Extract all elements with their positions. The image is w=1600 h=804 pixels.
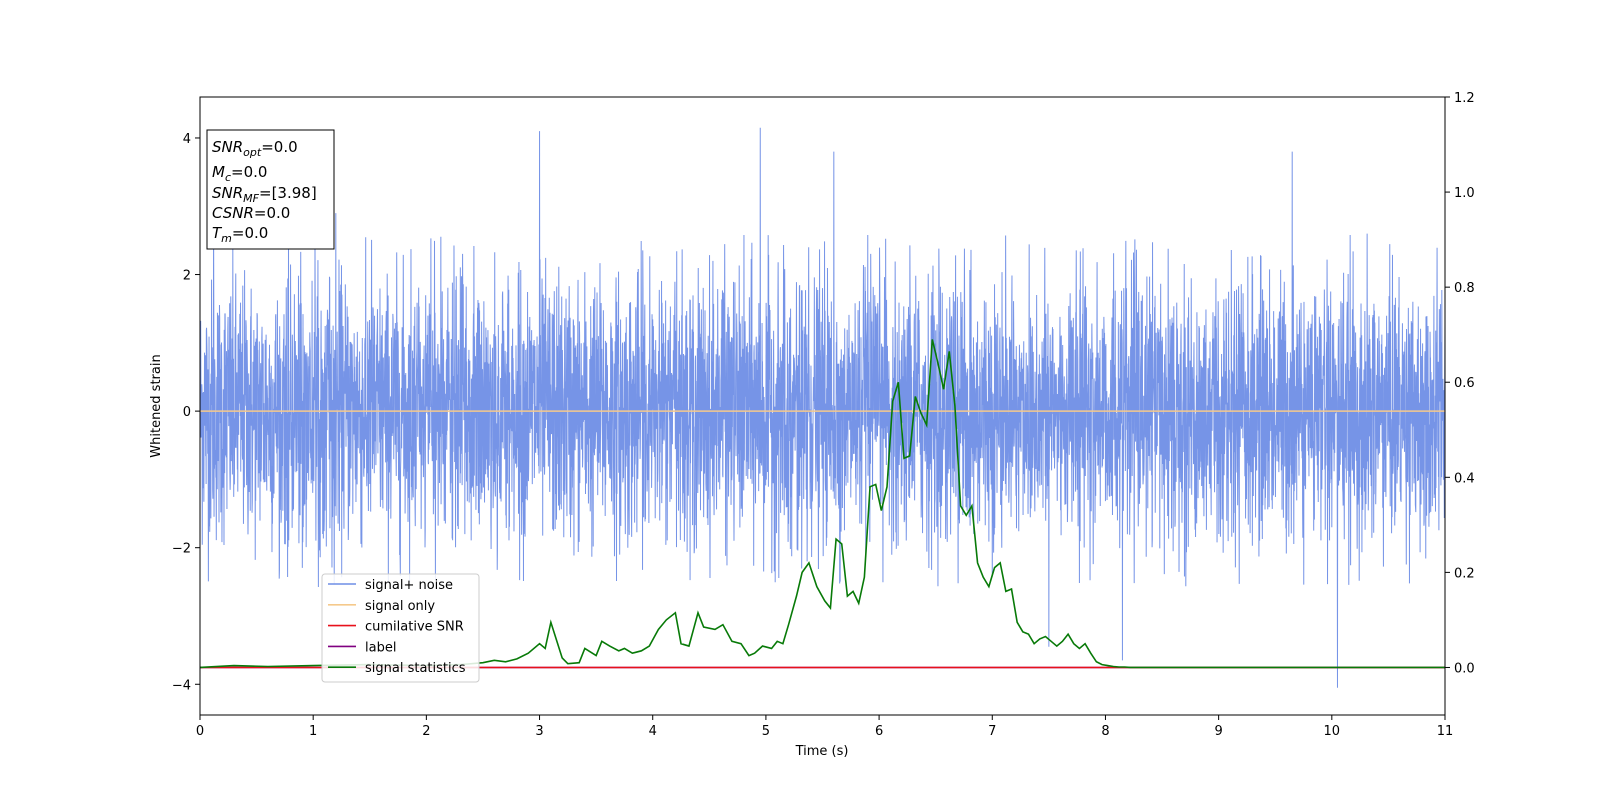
y2-tick-label: 1.2 [1454, 91, 1475, 106]
stats-line-snr-opt: SNRopt=0.0 [212, 138, 298, 159]
x-tick-label: 7 [988, 724, 996, 739]
x-tick-label: 10 [1324, 724, 1341, 739]
legend-label: cumilative SNR [365, 620, 464, 635]
stats-box [206, 129, 335, 250]
stats-line-tm: Tm=0.0 [212, 224, 268, 245]
y-axis-left: 4 2 0 −2 −4 [172, 132, 200, 693]
x-tick-label: 6 [875, 724, 883, 739]
signal-noise-series [200, 127, 1445, 688]
x-tick-label: 8 [1101, 724, 1109, 739]
x-tick-label: 5 [762, 724, 770, 739]
stats-line-csnr: CSNR=0.0 [212, 204, 290, 222]
x-axis: 0 1 2 3 4 5 6 7 8 9 10 11 [196, 715, 1453, 739]
y2-tick-label: 0.2 [1454, 566, 1475, 581]
y2-tick-label: 0.0 [1454, 661, 1475, 676]
y-tick-label: −4 [172, 678, 191, 693]
y-tick-label: 2 [183, 269, 191, 284]
stats-annotation: SNRopt=0.0 Mc=0.0 SNRMF=[3.98] CSNR=0.0 … [206, 129, 335, 250]
x-tick-label: 4 [649, 724, 657, 739]
x-tick-label: 9 [1214, 724, 1222, 739]
y2-tick-label: 0.4 [1454, 471, 1475, 486]
x-axis-label: Time (s) [795, 744, 849, 759]
plot-frame [199, 96, 1446, 716]
y2-tick-label: 0.8 [1454, 281, 1475, 296]
legend-box [321, 573, 480, 683]
x-tick-label: 11 [1437, 724, 1454, 739]
legend-label: label [365, 640, 396, 655]
signal-statistics-line [200, 339, 1445, 669]
legend-label: signal+ noise [365, 578, 453, 593]
y-axis-right: 1.2 1.0 0.8 0.6 0.4 0.2 0.0 [1445, 91, 1475, 676]
y-axis-label: Whitened strain [149, 354, 164, 457]
y2-tick-label: 1.0 [1454, 186, 1475, 201]
x-tick-label: 2 [422, 724, 430, 739]
y-tick-label: 0 [183, 405, 191, 420]
y2-tick-label: 0.6 [1454, 376, 1475, 391]
y-tick-label: 4 [183, 132, 191, 147]
x-tick-label: 1 [309, 724, 317, 739]
x-tick-label: 3 [535, 724, 543, 739]
legend-label: signal only [365, 599, 435, 614]
signal-noise-line [200, 127, 1445, 688]
legend-label: signal statistics [365, 661, 466, 676]
stats-line-snr-mf: SNRMF=[3.98] [212, 184, 317, 205]
y-tick-label: −2 [172, 542, 191, 557]
stats-line-mc: Mc=0.0 [212, 163, 267, 184]
legend: signal+ noise signal only cumilative SNR la… [321, 573, 480, 683]
x-tick-label: 0 [196, 724, 204, 739]
